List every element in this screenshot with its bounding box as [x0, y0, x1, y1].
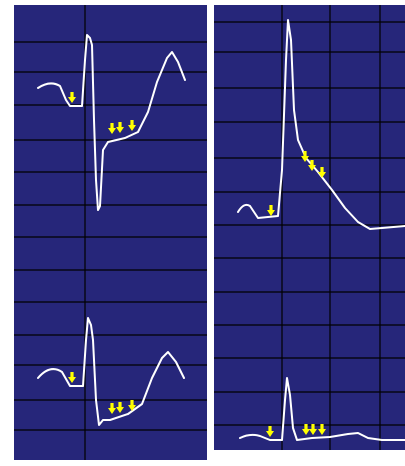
waveform	[37, 34, 186, 211]
right-panel	[214, 5, 405, 450]
waveform	[237, 19, 405, 230]
left-grid	[14, 5, 207, 460]
waveform	[37, 317, 185, 426]
left-panel	[14, 5, 207, 460]
waveform	[239, 377, 405, 441]
